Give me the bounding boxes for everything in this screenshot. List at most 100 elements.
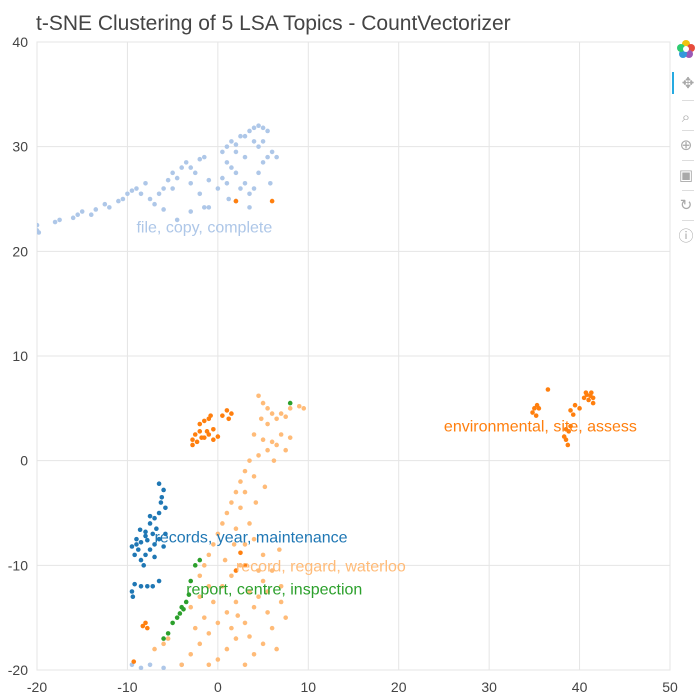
scatter-point[interactable] [145,583,150,589]
scatter-point[interactable] [170,170,175,176]
help-icon[interactable]: ⓘ [678,226,694,245]
scatter-point[interactable] [583,390,589,395]
scatter-point[interactable] [260,641,266,647]
scatter-point[interactable] [201,154,207,160]
scatter-point[interactable] [208,413,213,418]
scatter-point[interactable] [206,205,212,210]
scatter-point[interactable] [262,484,268,490]
scatter-point[interactable] [161,186,166,191]
scatter-point[interactable] [260,125,266,131]
scatter-point[interactable] [530,410,535,415]
scatter-point[interactable] [224,181,230,186]
scatter-point[interactable] [174,217,180,223]
scatter-point[interactable] [265,610,270,615]
scatter-point[interactable] [220,149,225,155]
scatter-point[interactable] [220,583,225,589]
scatter-point[interactable] [242,489,248,495]
scatter-point[interactable] [287,435,293,440]
scatter-point[interactable] [242,181,248,186]
scatter-point[interactable] [145,537,150,543]
scatter-point[interactable] [233,170,239,176]
scatter-point[interactable] [224,408,230,413]
scatter-point[interactable] [251,125,257,131]
scatter-point[interactable] [204,429,210,434]
scatter-point[interactable] [183,599,189,605]
scatter-point[interactable] [238,133,243,139]
scatter-point[interactable] [197,191,203,197]
scatter-point[interactable] [125,191,130,197]
scatter-point[interactable] [152,542,157,547]
scatter-point[interactable] [130,594,136,600]
scatter-point[interactable] [141,563,147,568]
scatter-point[interactable] [256,144,261,149]
scatter-point[interactable] [116,198,121,204]
scatter-point[interactable] [242,620,248,626]
scatter-point[interactable] [197,557,203,563]
scatter-point[interactable] [215,434,221,439]
scatter-point[interactable] [251,652,257,657]
scatter-point[interactable] [192,170,198,176]
scatter-point[interactable] [194,439,200,445]
scatter-point[interactable] [260,160,266,165]
scatter-point[interactable] [251,474,257,479]
scatter-point[interactable] [192,563,198,568]
scatter-point[interactable] [251,139,257,144]
scatter-point[interactable] [224,610,230,615]
scatter-point[interactable] [197,573,203,579]
scatter-point[interactable] [590,395,596,401]
scatter-point[interactable] [568,423,573,429]
scatter-point[interactable] [215,531,221,537]
scatter-point[interactable] [251,432,257,437]
scatter-point[interactable] [220,521,225,526]
scatter-point[interactable] [188,578,194,584]
scatter-point[interactable] [256,170,261,176]
scatter-point[interactable] [274,154,279,160]
points[interactable] [35,123,596,670]
scatter-point[interactable] [150,531,156,537]
scatter-point[interactable] [206,631,212,636]
scatter-point[interactable] [70,215,76,221]
scatter-point[interactable] [170,186,175,191]
scatter-point[interactable] [247,191,252,197]
scatter-point[interactable] [102,201,108,207]
scatter-point[interactable] [179,662,184,668]
scatter-point[interactable] [138,540,144,545]
scatter-point[interactable] [165,177,171,183]
pan-icon[interactable]: ✥ [672,72,700,94]
scatter-point[interactable] [229,165,234,170]
scatter-point[interactable] [183,160,189,165]
scatter-point[interactable] [197,641,203,647]
scatter-point[interactable] [199,435,204,440]
scatter-point[interactable] [93,207,99,212]
scatter-point[interactable] [120,196,126,202]
scatter-point[interactable] [152,515,157,521]
scatter-point[interactable] [283,615,288,620]
scatter-point[interactable] [565,442,571,448]
scatter-point[interactable] [143,533,148,539]
scatter-point[interactable] [589,390,594,395]
scatter-point[interactable] [287,406,293,411]
scatter-point[interactable] [251,186,257,191]
scatter-point[interactable] [152,646,157,652]
scatter-point[interactable] [277,547,282,552]
bokeh-logo-icon[interactable] [672,38,700,60]
scatter-point[interactable] [188,209,194,214]
scatter-point[interactable] [147,196,153,202]
scatter-point[interactable] [179,165,184,170]
scatter-point[interactable] [238,563,243,568]
scatter-point[interactable] [229,139,234,144]
scatter-point[interactable] [147,521,153,526]
scatter-point[interactable] [224,646,230,652]
scatter-point[interactable] [152,554,157,560]
scatter-point[interactable] [152,201,157,207]
scatter-point[interactable] [201,563,207,568]
scatter-point[interactable] [211,542,216,547]
scatter-point[interactable] [197,429,203,434]
scatter-point[interactable] [129,188,135,193]
scatter-point[interactable] [215,620,221,626]
scatter-point[interactable] [229,500,234,505]
scatter-point[interactable] [132,552,137,558]
scatter-point[interactable] [147,547,153,552]
scatter-point[interactable] [188,181,194,186]
